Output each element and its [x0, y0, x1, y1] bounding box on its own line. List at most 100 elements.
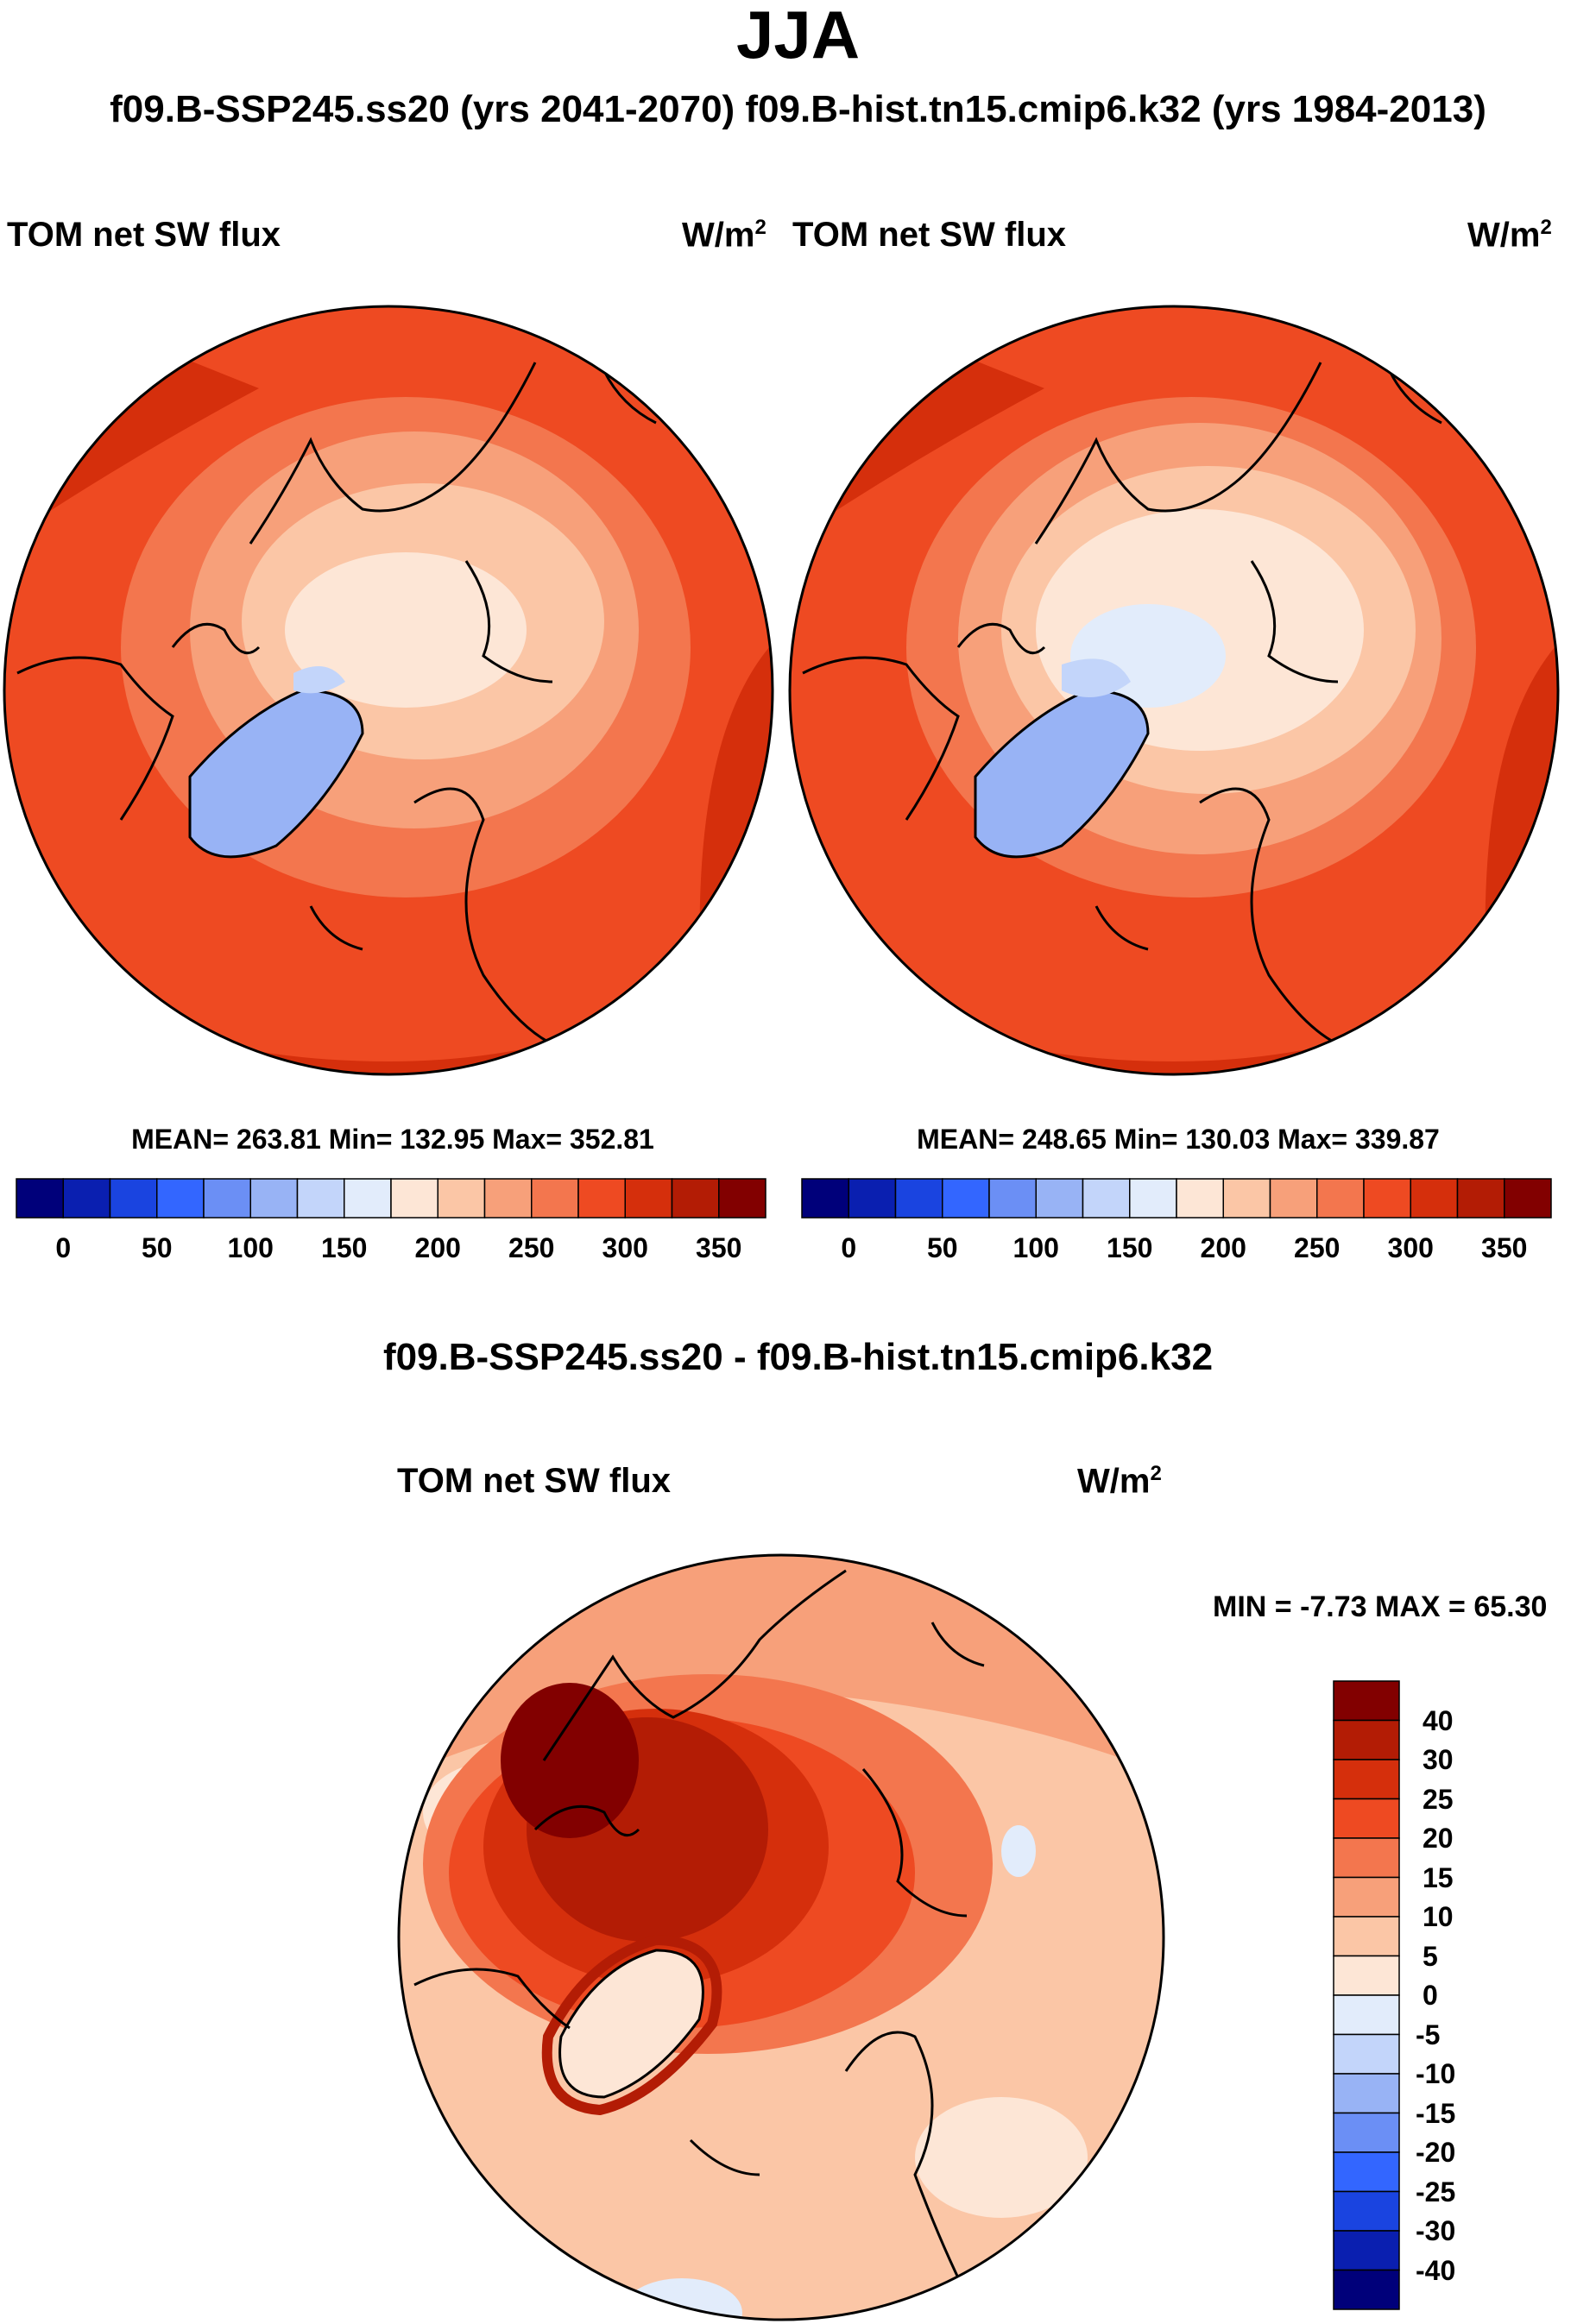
colorbar-swatch — [942, 1178, 990, 1219]
colorbar-swatch — [624, 1178, 673, 1219]
left-panel-units: W/m2 — [682, 216, 766, 255]
diff-colorbar-tick-label: -30 — [1416, 2215, 1456, 2246]
left-map-coastlines — [16, 362, 657, 1046]
left-panel-variable: TOM net SW flux — [7, 216, 281, 254]
colorbar-tick-label: 50 — [926, 1232, 958, 1263]
colorbar-swatch — [437, 1178, 486, 1219]
colorbar-swatch — [1410, 1178, 1459, 1219]
left-map-boundary — [3, 305, 774, 1076]
diff-map-greenland — [558, 1949, 704, 2099]
diff-colorbar-tick-label: -25 — [1416, 2176, 1456, 2207]
diff-colorbar-tick-label: -20 — [1416, 2137, 1456, 2168]
diff-panel-title: f09.B-SSP245.ss20 - f09.B-hist.tn15.cmip… — [382, 1336, 1214, 1378]
right-colorbar-ticks: 0 50 100 150 200 250 300 350 — [802, 1232, 1551, 1267]
diff-colorbar-tick-label: 40 — [1423, 1704, 1454, 1736]
colorbar-swatch — [203, 1178, 251, 1219]
diff-panel-units: W/m2 — [1077, 1462, 1162, 1501]
left-map-ice-patch — [293, 666, 345, 694]
left-colorbar — [16, 1178, 766, 1219]
diff-colorbar-swatch — [1333, 1719, 1400, 1760]
diff-colorbar-swatch — [1333, 2151, 1400, 2193]
colorbar-swatch — [1363, 1178, 1411, 1219]
diff-colorbar-swatch — [1333, 1876, 1400, 1918]
diff-colorbar-swatch — [1333, 2112, 1400, 2153]
colorbar-tick-label: 100 — [1012, 1232, 1059, 1263]
diff-map-greenland-edge — [541, 1934, 722, 2116]
diff-colorbar-tick-label: 15 — [1423, 1861, 1454, 1893]
colorbar-swatch — [390, 1178, 438, 1219]
right-panel-variable: TOM net SW flux — [792, 216, 1067, 254]
diff-colorbar-tick-label: -5 — [1416, 2019, 1441, 2050]
colorbar-tick-label: 150 — [1107, 1232, 1153, 1263]
colorbar-swatch — [1504, 1178, 1552, 1219]
colorbar-swatch — [894, 1178, 943, 1219]
colorbar-swatch — [109, 1178, 158, 1219]
colorbar-tick-label: 350 — [696, 1232, 742, 1263]
right-panel-stats: MEAN= 248.65 Min= 130.03 Max= 339.87 — [917, 1124, 1440, 1155]
diff-panel-variable: TOM net SW flux — [397, 1462, 672, 1500]
colorbar-swatch — [156, 1178, 205, 1219]
diff-colorbar-tick-label: 0 — [1423, 1980, 1438, 2011]
diff-colorbar-tick-label: 20 — [1423, 1823, 1454, 1854]
diff-colorbar-tick-label: -10 — [1416, 2058, 1456, 2089]
diff-colorbar-swatch — [1333, 1759, 1400, 1800]
diff-colorbar-tick-label: 25 — [1423, 1783, 1454, 1815]
diff-map-boundary — [397, 1553, 1165, 2321]
diff-map-zone-max — [501, 1683, 639, 1838]
diff-colorbar-tick-label: -40 — [1416, 2254, 1456, 2286]
colorbar-tick-label: 150 — [321, 1232, 368, 1263]
right-map-ice-patch — [1062, 658, 1131, 697]
right-polar-map — [788, 305, 1560, 1076]
colorbar-swatch — [1176, 1178, 1224, 1219]
diff-panel-stats: MIN = -7.73 MAX = 65.30 — [1213, 1590, 1548, 1623]
colorbar-tick-label: 0 — [841, 1232, 857, 1263]
diff-polar-map — [397, 1553, 1165, 2321]
diff-colorbar — [1333, 1680, 1400, 2310]
diff-colorbar-swatch — [1333, 1994, 1400, 2036]
diff-colorbar-swatch — [1333, 2073, 1400, 2114]
colorbar-swatch — [16, 1178, 64, 1219]
colorbar-swatch — [1129, 1178, 1177, 1219]
diff-map-light-patch-2 — [915, 2097, 1088, 2218]
colorbar-tick-label: 300 — [602, 1232, 648, 1263]
colorbar-tick-label: 50 — [141, 1232, 173, 1263]
colorbar-swatch — [577, 1178, 626, 1219]
diff-colorbar-swatch — [1333, 1955, 1400, 1996]
colorbar-tick-label: 100 — [227, 1232, 274, 1263]
diff-colorbar-tick-label: 10 — [1423, 1901, 1454, 1932]
right-map-coastlines — [802, 362, 1442, 1046]
figure-subtitle: f09.B-SSP245.ss20 (yrs 2041-2070) f09.B-… — [110, 88, 1486, 130]
diff-colorbar-swatch — [1333, 1798, 1400, 1839]
figure-title: JJA — [735, 0, 861, 72]
right-panel-units: W/m2 — [1467, 216, 1552, 255]
colorbar-swatch — [1035, 1178, 1084, 1219]
colorbar-swatch — [344, 1178, 392, 1219]
colorbar-swatch — [1269, 1178, 1318, 1219]
colorbar-swatch — [249, 1178, 299, 1219]
colorbar-swatch — [531, 1178, 579, 1219]
colorbar-tick-label: 200 — [1200, 1232, 1246, 1263]
diff-colorbar-swatch — [1333, 2269, 1400, 2310]
colorbar-tick-label: 250 — [508, 1232, 555, 1263]
left-map-zone-light-peach — [285, 552, 527, 708]
left-map-greenland-ice — [188, 689, 364, 859]
right-colorbar — [801, 1178, 1552, 1219]
diff-colorbar-swatch — [1333, 2190, 1400, 2232]
colorbar-tick-label: 0 — [55, 1232, 72, 1263]
colorbar-swatch — [1456, 1178, 1505, 1219]
colorbar-swatch — [296, 1178, 345, 1219]
left-polar-map — [3, 305, 774, 1076]
colorbar-swatch — [62, 1178, 111, 1219]
colorbar-swatch — [848, 1178, 897, 1219]
left-colorbar-ticks: 0 50 100 150 200 250 300 350 — [16, 1232, 766, 1267]
diff-map-blue-spot — [1001, 1825, 1036, 1877]
right-map-greenland-ice — [974, 689, 1150, 859]
right-map-boundary — [788, 305, 1560, 1076]
colorbar-swatch — [1316, 1178, 1365, 1219]
diff-colorbar-swatch — [1333, 1837, 1400, 1879]
diff-colorbar-tick-label: -15 — [1416, 2097, 1456, 2129]
diff-map-coastlines — [413, 1569, 985, 2296]
colorbar-swatch — [718, 1178, 766, 1219]
colorbar-tick-label: 350 — [1481, 1232, 1528, 1263]
colorbar-swatch — [1082, 1178, 1131, 1219]
